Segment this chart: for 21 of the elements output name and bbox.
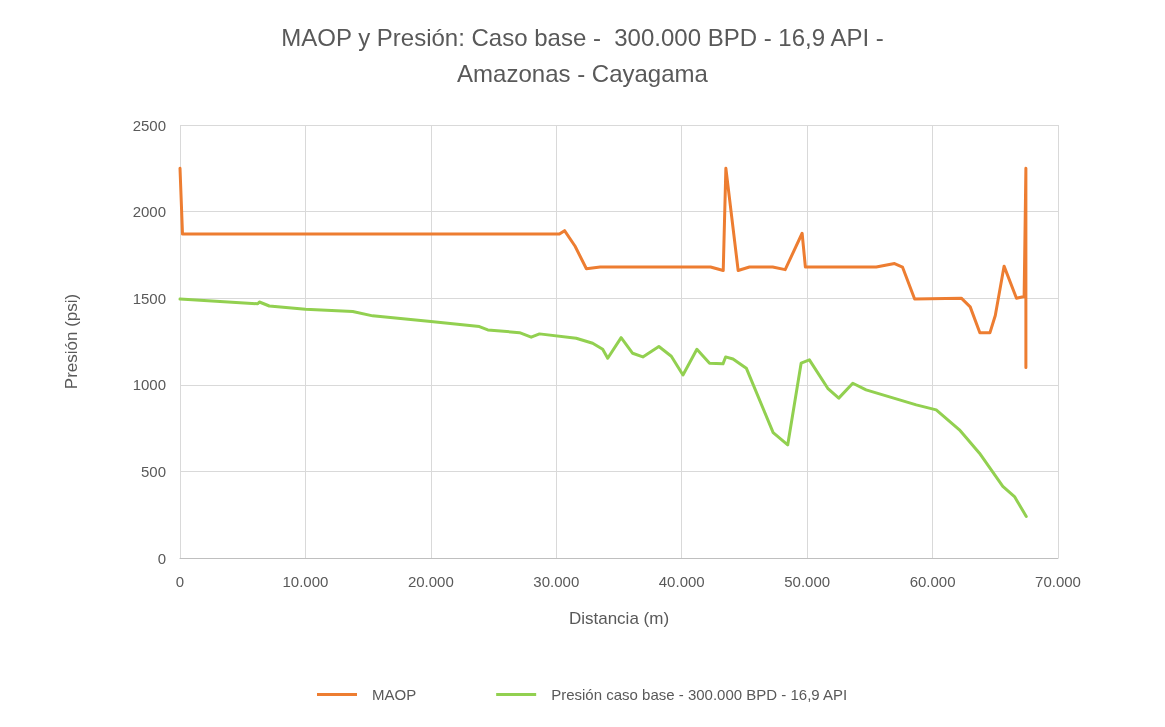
x-tick-label: 50.000 (784, 573, 831, 590)
chart-title: MAOP y Presión: Caso base - 300.000 BPD - 16,9 API - Amazonas - Cayagama (281, 23, 884, 87)
y-tick-label: 0 (157, 549, 166, 567)
line-series (178, 166, 1028, 369)
line-series (178, 297, 1028, 518)
x-tick-label: 20.000 (407, 573, 454, 590)
x-axis-title: Distancia (m) (568, 609, 670, 628)
y-tick-label: 1500 (132, 289, 166, 307)
x-tick-label: 0 (175, 573, 185, 590)
x-tick-label: 40.000 (658, 573, 705, 590)
y-tick-label: 1000 (132, 376, 166, 394)
x-tick-label: 60.000 (909, 573, 956, 590)
y-tick-label: 2000 (132, 203, 166, 221)
legend-label: MAOP (372, 686, 417, 703)
legend-label: Presión caso base - 300.000 BPD - 16,9 API (551, 686, 848, 703)
y-tick-label: 2500 (132, 116, 166, 134)
x-tick-label: 10.000 (282, 573, 329, 590)
x-tick-label: 30.000 (533, 573, 580, 590)
y-tick-label: 500 (140, 462, 166, 480)
y-axis-title: Presión (psi) (62, 293, 81, 390)
x-tick-label: 70.000 (1035, 573, 1081, 590)
